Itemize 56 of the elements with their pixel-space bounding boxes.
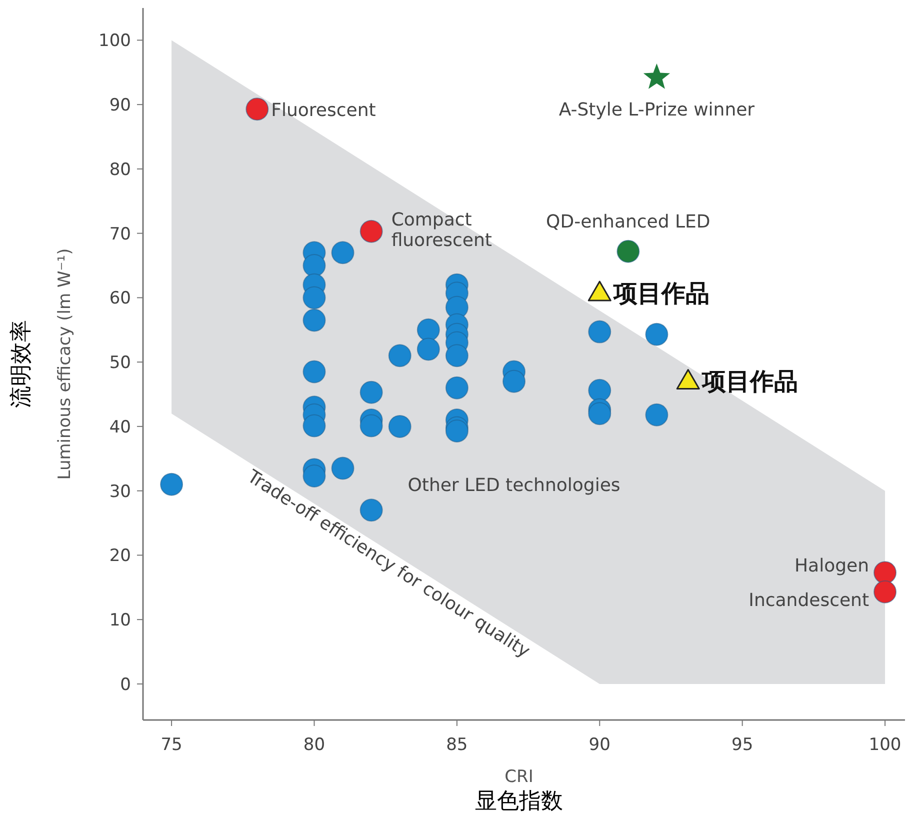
- point: [588, 378, 612, 402]
- annotation: Fluorescent: [271, 100, 376, 122]
- annotation: 项目作品: [612, 280, 710, 308]
- point: [445, 344, 468, 368]
- point: [360, 414, 383, 438]
- y-tick-label: 20: [109, 546, 131, 566]
- series-label: Other LED technologies: [408, 474, 620, 496]
- point: [302, 308, 326, 332]
- point: [331, 456, 354, 480]
- point: [302, 286, 326, 310]
- point: [645, 403, 668, 426]
- x-tick-label: 100: [868, 735, 902, 755]
- point: [588, 320, 612, 344]
- point: [388, 344, 412, 368]
- x-tick-label: 90: [588, 735, 610, 755]
- x-tick-label: 95: [732, 735, 754, 755]
- annotation: Compact fluorescent: [391, 209, 492, 252]
- point: [331, 241, 354, 264]
- point: [360, 380, 383, 404]
- point: [388, 414, 412, 438]
- point: [302, 414, 326, 438]
- y-tick-label: 10: [109, 610, 131, 631]
- point: [874, 580, 897, 604]
- point: [302, 254, 326, 278]
- x-tick-label: 85: [446, 735, 468, 755]
- text: 流明效率: [9, 320, 34, 408]
- x-tick-label: 80: [303, 735, 326, 755]
- y-tick-label: 40: [109, 417, 131, 438]
- annotation: A-Style L-Prize winner: [558, 100, 756, 121]
- annotation: 项目作品: [701, 368, 798, 396]
- y-tick-label: 60: [109, 288, 131, 309]
- point: [502, 370, 526, 393]
- text: 显色指数: [475, 789, 563, 814]
- point: [416, 338, 440, 361]
- point: [645, 322, 668, 346]
- point: [874, 561, 897, 584]
- y-tick-label: 70: [109, 224, 131, 244]
- annotation: QD-enhanced LED: [546, 211, 710, 232]
- point: [416, 318, 440, 342]
- y-tick-label: 90: [109, 96, 131, 116]
- x-tick-label: 75: [160, 735, 182, 755]
- point: [360, 220, 383, 243]
- y-tick-label: 80: [109, 160, 131, 180]
- y-tick-label: 0: [120, 674, 131, 695]
- point: [302, 360, 326, 384]
- x-axis-title: CRI: [504, 767, 534, 787]
- point: [160, 472, 184, 496]
- y-tick-label: 30: [109, 482, 131, 502]
- point: [445, 376, 468, 400]
- annotation: Halogen: [794, 556, 870, 577]
- point: [588, 402, 612, 426]
- y-tick-label: 100: [98, 31, 131, 52]
- y-tick-label: 50: [109, 353, 131, 374]
- y-axis-title: Luminous efficacy (lm W⁻¹): [55, 248, 75, 480]
- annotation: Incandescent: [748, 590, 870, 611]
- point: [246, 98, 269, 121]
